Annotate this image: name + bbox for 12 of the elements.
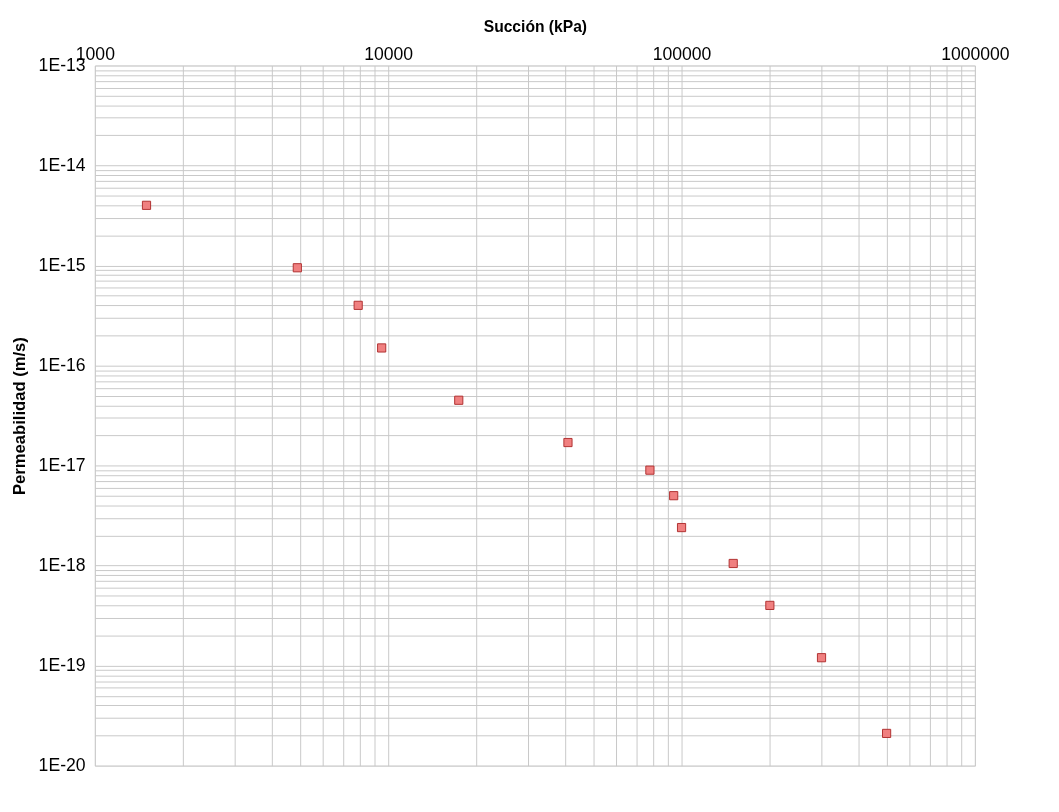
y-tick-label: 1E-17	[38, 454, 86, 475]
y-tick-label: 1E-16	[38, 354, 86, 375]
x-tick-label: 10000	[364, 44, 414, 65]
y-axis-title: Permeabilidad (m/s)	[9, 337, 29, 495]
y-tick-label: 1E-15	[38, 254, 86, 275]
y-tick-label: 1E-14	[38, 154, 86, 175]
x-tick-label: 1000000	[941, 44, 1010, 65]
y-tick-label: 1E-19	[38, 654, 86, 675]
y-tick-label: 1E-18	[38, 554, 86, 575]
x-tick-label: 100000	[652, 44, 712, 65]
x-axis-title: Succión (kPa)	[483, 17, 588, 35]
y-tick-label: 1E-20	[38, 755, 86, 776]
